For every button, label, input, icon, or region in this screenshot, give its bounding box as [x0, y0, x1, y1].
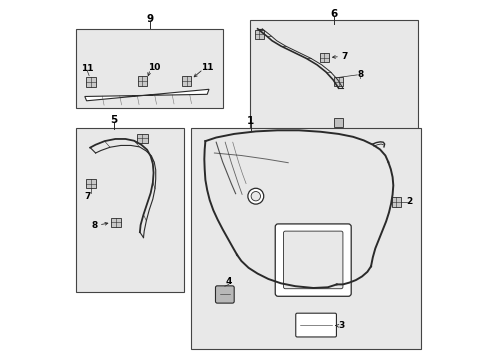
Bar — [392, 197, 401, 207]
Bar — [182, 76, 192, 86]
Bar — [137, 134, 148, 143]
Bar — [86, 77, 96, 87]
Text: 10: 10 — [148, 63, 160, 72]
FancyBboxPatch shape — [284, 231, 343, 289]
Text: 11: 11 — [81, 64, 94, 73]
Text: 9: 9 — [146, 14, 153, 24]
Text: 11: 11 — [201, 63, 214, 72]
Text: 6: 6 — [331, 9, 338, 19]
Bar — [319, 53, 329, 62]
Bar — [76, 128, 184, 292]
Bar — [250, 20, 418, 130]
FancyBboxPatch shape — [275, 224, 351, 296]
Bar — [138, 76, 147, 86]
Circle shape — [248, 188, 264, 204]
Bar — [111, 218, 121, 227]
Text: 7: 7 — [84, 192, 91, 201]
Text: 5: 5 — [110, 114, 117, 125]
Bar — [86, 179, 96, 188]
Text: 8: 8 — [92, 220, 98, 230]
Text: 2: 2 — [406, 197, 413, 206]
Circle shape — [251, 192, 261, 201]
Bar — [334, 118, 343, 127]
Text: 1: 1 — [247, 116, 254, 126]
Bar — [191, 128, 421, 349]
Text: 3: 3 — [339, 321, 344, 330]
Bar — [76, 29, 223, 108]
Bar — [255, 30, 264, 39]
FancyBboxPatch shape — [296, 313, 337, 337]
Text: 7: 7 — [341, 52, 347, 61]
Text: 8: 8 — [357, 71, 363, 79]
FancyBboxPatch shape — [216, 286, 234, 303]
Text: 4: 4 — [225, 277, 232, 286]
Polygon shape — [85, 89, 209, 101]
Bar — [334, 77, 343, 86]
